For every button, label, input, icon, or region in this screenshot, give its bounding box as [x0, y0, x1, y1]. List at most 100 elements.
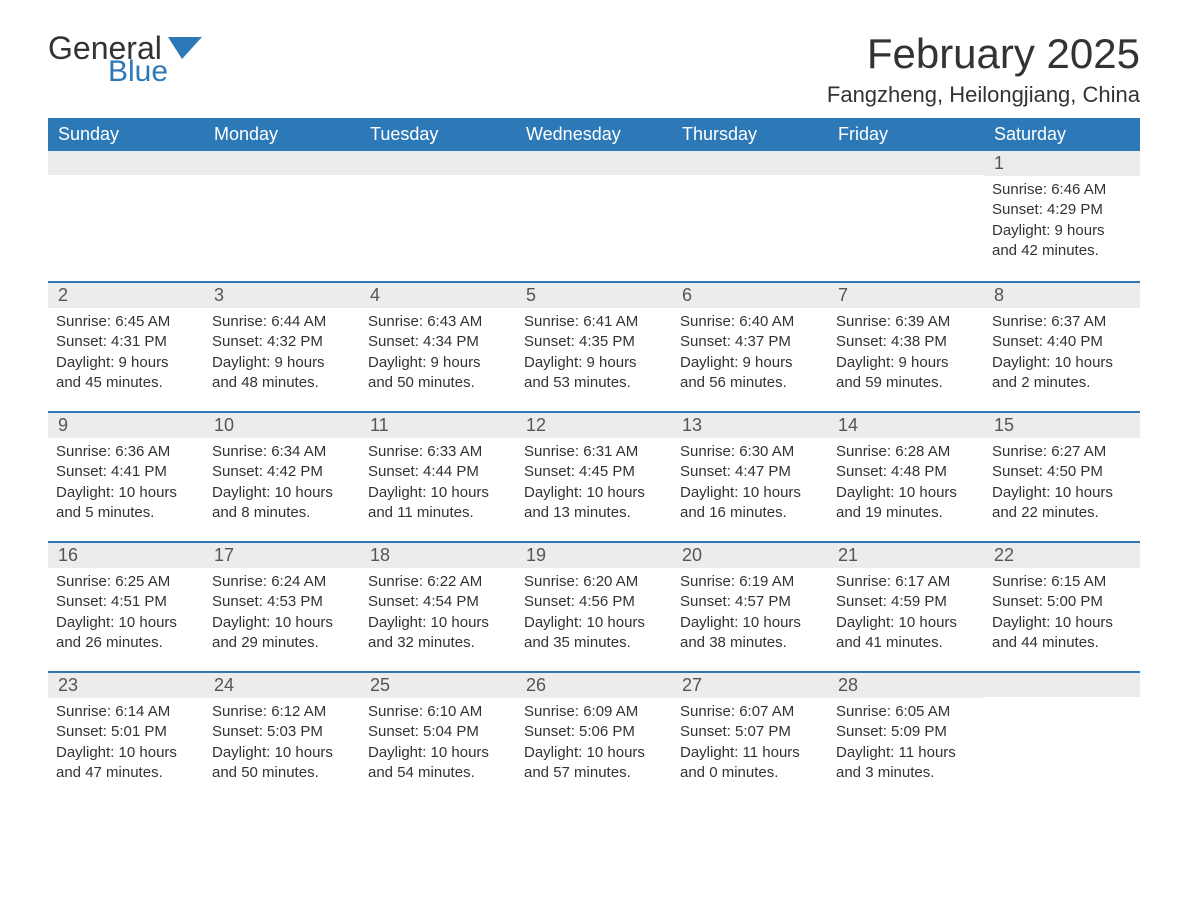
- day-cell: 3Sunrise: 6:44 AMSunset: 4:32 PMDaylight…: [204, 283, 360, 411]
- day-number: 1: [984, 151, 1140, 176]
- day-sunrise: Sunrise: 6:46 AM: [992, 180, 1132, 200]
- day-sunrise: Sunrise: 6:43 AM: [368, 312, 508, 332]
- day-sunset: Sunset: 4:32 PM: [212, 332, 352, 352]
- day-sunrise: Sunrise: 6:44 AM: [212, 312, 352, 332]
- day-daylight1: Daylight: 10 hours: [524, 613, 664, 633]
- logo-flag-icon: [168, 37, 202, 64]
- day-cell: 12Sunrise: 6:31 AMSunset: 4:45 PMDayligh…: [516, 413, 672, 541]
- day-sunrise: Sunrise: 6:28 AM: [836, 442, 976, 462]
- day-sunset: Sunset: 4:48 PM: [836, 462, 976, 482]
- day-daylight1: Daylight: 9 hours: [56, 353, 196, 373]
- day-number: 17: [204, 543, 360, 568]
- day-daylight1: Daylight: 10 hours: [56, 743, 196, 763]
- day-sunset: Sunset: 4:47 PM: [680, 462, 820, 482]
- day-cell: 27Sunrise: 6:07 AMSunset: 5:07 PMDayligh…: [672, 673, 828, 801]
- day-number: 21: [828, 543, 984, 568]
- day-daylight1: Daylight: 10 hours: [212, 743, 352, 763]
- day-cell: 15Sunrise: 6:27 AMSunset: 4:50 PMDayligh…: [984, 413, 1140, 541]
- day-cell: 8Sunrise: 6:37 AMSunset: 4:40 PMDaylight…: [984, 283, 1140, 411]
- day-number: 3: [204, 283, 360, 308]
- day-sunrise: Sunrise: 6:12 AM: [212, 702, 352, 722]
- week-row: 2Sunrise: 6:45 AMSunset: 4:31 PMDaylight…: [48, 281, 1140, 411]
- day-daylight2: and 35 minutes.: [524, 633, 664, 653]
- day-number: 11: [360, 413, 516, 438]
- day-daylight1: Daylight: 10 hours: [212, 483, 352, 503]
- day-number: [672, 151, 828, 175]
- day-sunrise: Sunrise: 6:05 AM: [836, 702, 976, 722]
- day-sunset: Sunset: 5:01 PM: [56, 722, 196, 742]
- weekday-header: Friday: [828, 118, 984, 151]
- day-sunrise: Sunrise: 6:25 AM: [56, 572, 196, 592]
- day-number: 27: [672, 673, 828, 698]
- day-cell: 18Sunrise: 6:22 AMSunset: 4:54 PMDayligh…: [360, 543, 516, 671]
- day-number: 26: [516, 673, 672, 698]
- day-sunrise: Sunrise: 6:40 AM: [680, 312, 820, 332]
- day-daylight2: and 3 minutes.: [836, 763, 976, 783]
- day-daylight2: and 22 minutes.: [992, 503, 1132, 523]
- day-number: 20: [672, 543, 828, 568]
- weekday-header: Wednesday: [516, 118, 672, 151]
- day-daylight2: and 44 minutes.: [992, 633, 1132, 653]
- day-cell: 5Sunrise: 6:41 AMSunset: 4:35 PMDaylight…: [516, 283, 672, 411]
- empty-day-cell: [204, 151, 360, 281]
- day-daylight1: Daylight: 9 hours: [680, 353, 820, 373]
- day-cell: 20 Sunrise: 6:19 AMSunset: 4:57 PMDayligh…: [672, 543, 828, 671]
- day-daylight1: Daylight: 10 hours: [368, 483, 508, 503]
- day-number: 13: [672, 413, 828, 438]
- day-number: 4: [360, 283, 516, 308]
- day-cell: 17Sunrise: 6:24 AMSunset: 4:53 PMDayligh…: [204, 543, 360, 671]
- day-cell: 13Sunrise: 6:30 AMSunset: 4:47 PMDayligh…: [672, 413, 828, 541]
- day-number: 5: [516, 283, 672, 308]
- day-daylight1: Daylight: 10 hours: [680, 613, 820, 633]
- day-sunset: Sunset: 4:29 PM: [992, 200, 1132, 220]
- week-row: 1 Sunrise: 6:46 AMSunset: 4:29 PMDaylight…: [48, 151, 1140, 281]
- day-daylight2: and 16 minutes.: [680, 503, 820, 523]
- day-sunset: Sunset: 5:03 PM: [212, 722, 352, 742]
- day-daylight2: and 53 minutes.: [524, 373, 664, 393]
- day-daylight2: and 11 minutes.: [368, 503, 508, 523]
- day-daylight1: Daylight: 10 hours: [836, 613, 976, 633]
- day-sunset: Sunset: 4:50 PM: [992, 462, 1132, 482]
- day-daylight2: and 48 minutes.: [212, 373, 352, 393]
- day-number: 12: [516, 413, 672, 438]
- day-sunset: Sunset: 4:38 PM: [836, 332, 976, 352]
- day-daylight1: Daylight: 9 hours: [836, 353, 976, 373]
- weekday-header: Tuesday: [360, 118, 516, 151]
- day-number: [48, 151, 204, 175]
- day-sunrise: Sunrise: 6:31 AM: [524, 442, 664, 462]
- day-cell: 1 Sunrise: 6:46 AMSunset: 4:29 PMDaylight…: [984, 151, 1140, 281]
- day-sunset: Sunset: 4:57 PM: [680, 592, 820, 612]
- day-sunrise: Sunrise: 6:30 AM: [680, 442, 820, 462]
- day-daylight2: and 45 minutes.: [56, 373, 196, 393]
- day-number: 16: [48, 543, 204, 568]
- day-daylight1: Daylight: 10 hours: [368, 613, 508, 633]
- day-number: 8: [984, 283, 1140, 308]
- day-sunset: Sunset: 4:44 PM: [368, 462, 508, 482]
- day-number: [516, 151, 672, 175]
- day-number: 15: [984, 413, 1140, 438]
- day-sunrise: Sunrise: 6:36 AM: [56, 442, 196, 462]
- day-sunset: Sunset: 5:00 PM: [992, 592, 1132, 612]
- day-sunrise: Sunrise: 6:09 AM: [524, 702, 664, 722]
- empty-day-cell: [48, 151, 204, 281]
- day-cell: 2Sunrise: 6:45 AMSunset: 4:31 PMDaylight…: [48, 283, 204, 411]
- day-cell: 26Sunrise: 6:09 AMSunset: 5:06 PMDayligh…: [516, 673, 672, 801]
- day-daylight2: and 47 minutes.: [56, 763, 196, 783]
- day-cell: 24Sunrise: 6:12 AMSunset: 5:03 PMDayligh…: [204, 673, 360, 801]
- week-row: 16Sunrise: 6:25 AMSunset: 4:51 PMDayligh…: [48, 541, 1140, 671]
- day-number: 7: [828, 283, 984, 308]
- day-daylight1: Daylight: 11 hours: [680, 743, 820, 763]
- day-sunrise: Sunrise: 6:14 AM: [56, 702, 196, 722]
- day-sunset: Sunset: 4:34 PM: [368, 332, 508, 352]
- day-daylight2: and 54 minutes.: [368, 763, 508, 783]
- day-daylight2: and 38 minutes.: [680, 633, 820, 653]
- day-sunrise: Sunrise: 6:19 AM: [680, 572, 820, 592]
- day-sunset: Sunset: 5:07 PM: [680, 722, 820, 742]
- day-daylight2: and 29 minutes.: [212, 633, 352, 653]
- empty-day-cell: [360, 151, 516, 281]
- day-daylight1: Daylight: 9 hours: [992, 221, 1132, 241]
- day-daylight2: and 26 minutes.: [56, 633, 196, 653]
- day-sunset: Sunset: 4:59 PM: [836, 592, 976, 612]
- day-sunset: Sunset: 4:54 PM: [368, 592, 508, 612]
- day-daylight1: Daylight: 10 hours: [524, 743, 664, 763]
